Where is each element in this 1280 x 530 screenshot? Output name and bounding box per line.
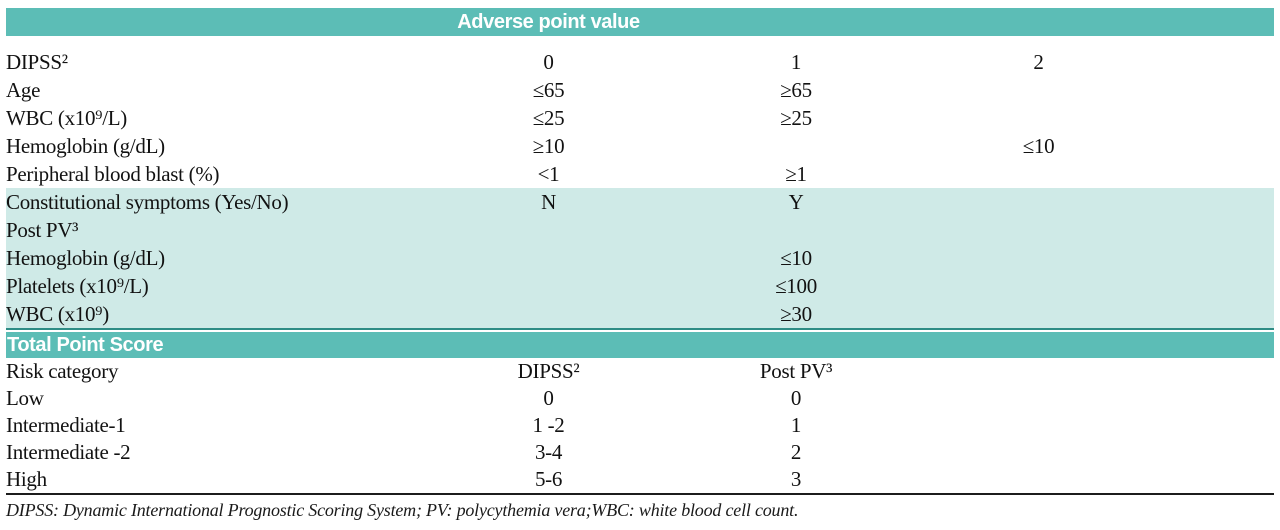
risk-header-dipss: DIPSS² [517, 359, 580, 383]
cell-point1: ≥1 [785, 162, 807, 186]
risk-header-postpv: Post PV³ [759, 359, 833, 383]
table-row: Hemoglobin (g/dL) ≥10 ≤10 [6, 132, 1274, 160]
risk-label: Intermediate-1 [6, 413, 126, 437]
risk-dipss-score: 0 [543, 386, 554, 410]
table-row: DIPSS² 0 1 2 [6, 48, 1274, 76]
table-row: High 5-6 3 [6, 466, 1274, 493]
row-label: WBC (x10⁹) [6, 302, 109, 326]
cell-point0: N [541, 190, 556, 214]
cell-point0: ≥10 [532, 134, 565, 158]
cell-point2: ≤10 [1022, 134, 1055, 158]
risk-postpv-score: 3 [790, 467, 802, 491]
cell-point1: ≥65 [780, 78, 812, 102]
risk-postpv-score: 1 [790, 413, 802, 437]
row-label: Hemoglobin (g/dL) [6, 134, 165, 158]
risk-label: Intermediate -2 [6, 440, 131, 464]
cell-point2: 2 [1033, 50, 1044, 74]
cell-point1: ≥30 [780, 302, 812, 326]
risk-header-label: Risk category [6, 359, 119, 383]
cell-point0: ≤65 [532, 78, 565, 102]
prognostic-score-table: Adverse point value DIPSS² 0 1 2 Age ≤65… [6, 8, 1274, 522]
row-label: DIPSS² [6, 50, 68, 74]
risk-postpv-score: 0 [790, 386, 802, 410]
row-label: Peripheral blood blast (%) [6, 162, 220, 186]
row-label: WBC (x10⁹/L) [6, 106, 127, 130]
row-label: Platelets (x10⁹/L) [6, 274, 149, 298]
table-row: WBC (x10⁹/L) ≤25 ≥25 [6, 104, 1274, 132]
cell-point1: ≥25 [780, 106, 812, 130]
risk-postpv-score: 2 [790, 440, 802, 464]
cell-point1: ≤10 [780, 246, 812, 270]
risk-dipss-score: 3-4 [534, 440, 563, 464]
row-label: Constitutional symptoms (Yes/No) [6, 190, 289, 214]
cell-point0: 0 [543, 50, 554, 74]
table-row: Intermediate -2 3-4 2 [6, 439, 1274, 466]
risk-dipss-score: 1 -2 [532, 413, 565, 437]
footnote: DIPSS: Dynamic International Prognostic … [6, 500, 799, 520]
table-row: Post PV³ [6, 216, 1274, 244]
adverse-header-bar: Adverse point value [6, 8, 1274, 36]
band-bottom-divider [6, 328, 1274, 330]
table-row: WBC (x10⁹) ≥30 [6, 300, 1274, 328]
adverse-header-title: Adverse point value [457, 11, 640, 33]
table-row: Low 0 0 [6, 385, 1274, 412]
post-pv-band: Constitutional symptoms (Yes/No) N Y Pos… [6, 188, 1274, 328]
cell-point1: 1 [790, 50, 802, 74]
risk-label: Low [6, 386, 44, 410]
cell-point1: Y [788, 190, 804, 214]
risk-header-row: Risk category DIPSS² Post PV³ [6, 358, 1274, 385]
row-label: Hemoglobin (g/dL) [6, 246, 165, 270]
total-point-score-bar: Total Point Score [6, 332, 1274, 358]
cell-point0: <1 [537, 162, 560, 186]
dipss-rows: DIPSS² 0 1 2 Age ≤65 ≥65 WBC (x10⁹/L) ≤2… [6, 48, 1274, 188]
total-point-score-title: Total Point Score [7, 334, 164, 356]
cell-point1: ≤100 [775, 274, 817, 298]
footnote-rule [6, 493, 1274, 495]
table-row: Constitutional symptoms (Yes/No) N Y [6, 188, 1274, 216]
risk-label: High [6, 467, 47, 491]
table-row: Age ≤65 ≥65 [6, 76, 1274, 104]
cell-point0: ≤25 [532, 106, 565, 130]
row-label: Age [6, 78, 41, 102]
risk-dipss-score: 5-6 [534, 467, 563, 491]
table-row: Platelets (x10⁹/L) ≤100 [6, 272, 1274, 300]
row-label: Post PV³ [6, 218, 79, 242]
spacer [6, 36, 1274, 48]
table-row: Peripheral blood blast (%) <1 ≥1 [6, 160, 1274, 188]
table-row: Hemoglobin (g/dL) ≤10 [6, 244, 1274, 272]
spacer [6, 330, 1274, 332]
table-row: Intermediate-1 1 -2 1 [6, 412, 1274, 439]
